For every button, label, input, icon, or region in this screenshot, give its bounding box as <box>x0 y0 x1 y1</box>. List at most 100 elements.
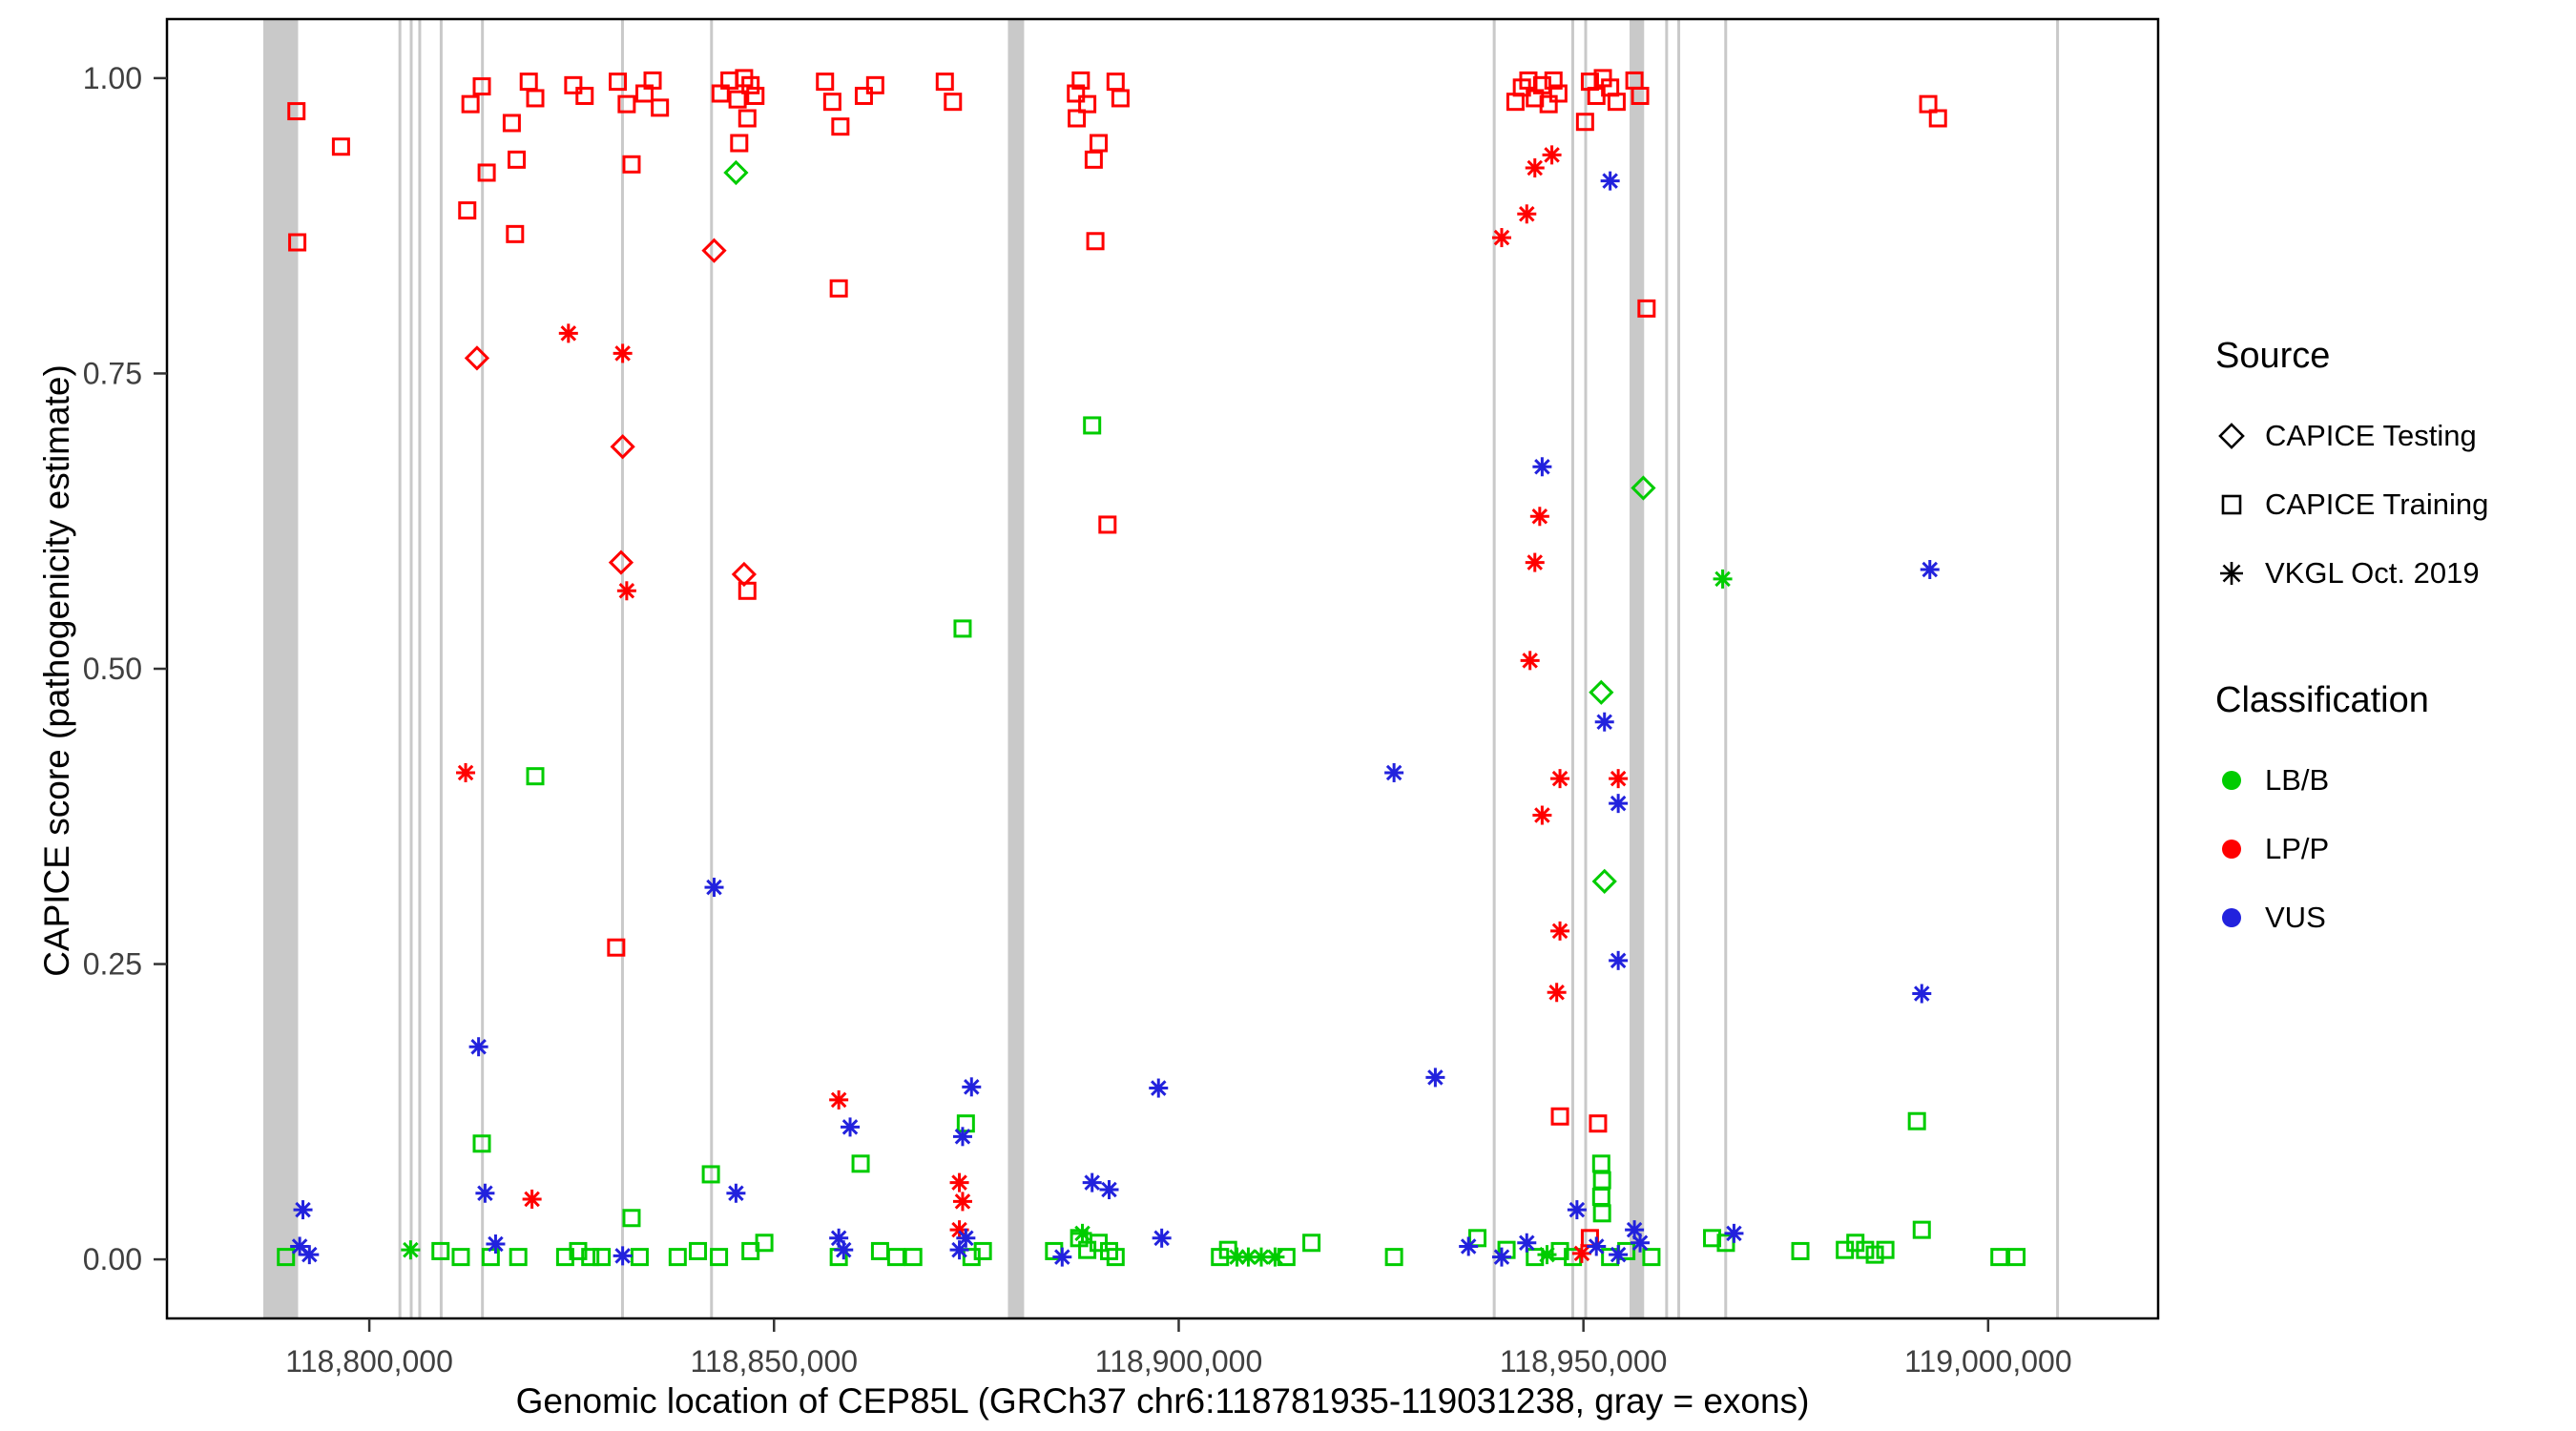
data-point-square <box>737 109 757 128</box>
legend-item-label: LB/B <box>2265 763 2330 797</box>
legend-item-vus: VUS <box>2215 883 2568 952</box>
data-point-square <box>935 73 954 92</box>
data-point-square <box>701 1165 720 1184</box>
vus-dot-icon <box>2215 902 2265 934</box>
data-point-square <box>1591 1154 1610 1173</box>
data-point-square <box>1550 1107 1569 1126</box>
data-point-square <box>746 86 765 105</box>
exon-region <box>620 19 624 1318</box>
data-point-asterisk <box>1425 1068 1445 1088</box>
data-point-square <box>1791 1241 1810 1260</box>
data-point-square <box>1919 94 1938 114</box>
data-point-square <box>1592 1171 1611 1190</box>
data-point-asterisk <box>1724 1223 1744 1243</box>
data-point-square <box>904 1248 923 1267</box>
data-point-diamond <box>608 550 634 575</box>
data-point-asterisk <box>1099 1180 1119 1200</box>
exon-region <box>439 19 443 1318</box>
data-point-asterisk <box>1550 769 1570 789</box>
data-point-square <box>1084 150 1103 169</box>
data-point-square <box>973 1241 992 1260</box>
data-point-square <box>431 1241 450 1260</box>
legend-item-label: VUS <box>2265 901 2326 934</box>
data-point-square <box>509 1248 528 1267</box>
data-point-square <box>1098 515 1117 534</box>
data-point-asterisk <box>558 323 578 343</box>
data-point-square <box>886 1248 905 1267</box>
data-point-asterisk <box>726 1183 746 1203</box>
exon-region <box>1570 19 1574 1318</box>
data-point-asterisk <box>1600 171 1620 191</box>
exon-region <box>2056 19 2060 1318</box>
data-point-square <box>1642 1248 1661 1267</box>
data-point-asterisk <box>1491 1247 1511 1267</box>
data-point-asterisk <box>1520 651 1540 671</box>
data-point-square <box>1526 1248 1545 1267</box>
data-point-square <box>609 73 628 92</box>
data-point-asterisk <box>1567 1200 1587 1220</box>
data-point-square <box>816 73 835 92</box>
data-point-square <box>617 94 636 114</box>
data-point-asterisk <box>1384 762 1404 782</box>
data-point-square <box>461 94 480 114</box>
exon-region <box>1492 19 1496 1318</box>
data-point-asterisk <box>1072 1223 1092 1243</box>
data-point-asterisk <box>616 581 636 601</box>
data-point-square <box>622 155 641 174</box>
data-point-square <box>1071 71 1091 90</box>
data-point-square <box>1703 1229 1722 1248</box>
legend-item-capice-training: CAPICE Training <box>2215 470 2568 539</box>
y-tick-label: 0.00 <box>83 1242 142 1276</box>
data-point-square <box>472 77 491 96</box>
data-point-square <box>1302 1234 1321 1253</box>
exon-region <box>1584 19 1588 1318</box>
data-point-asterisk <box>1631 1233 1651 1253</box>
data-point-asterisk <box>1537 1245 1557 1265</box>
data-point-asterisk <box>1517 1233 1537 1253</box>
lpp-dot-icon <box>2215 833 2265 865</box>
data-point-square <box>1089 134 1108 153</box>
data-point-square <box>288 233 307 252</box>
data-point-asterisk <box>1609 950 1629 970</box>
data-point-square <box>1548 84 1568 103</box>
data-point-asterisk <box>293 1200 313 1220</box>
data-point-asterisk <box>1571 1243 1591 1263</box>
y-tick-label: 1.00 <box>83 61 142 95</box>
data-point-square <box>728 90 747 109</box>
diamond-icon <box>2215 420 2265 452</box>
data-point-asterisk <box>1149 1078 1169 1098</box>
legend-item-lbb: LB/B <box>2215 746 2568 815</box>
data-point-square <box>607 938 626 957</box>
exon-region <box>262 19 299 1318</box>
legend-source-title: Source <box>2215 336 2331 376</box>
data-point-square <box>741 1241 760 1260</box>
data-point-asterisk <box>522 1189 542 1209</box>
data-point-asterisk <box>1052 1247 1072 1267</box>
data-point-square <box>1106 73 1125 92</box>
data-point-square <box>555 1248 574 1267</box>
data-point-asterisk <box>1459 1236 1479 1256</box>
data-point-square <box>1631 86 1650 105</box>
data-point-square <box>689 1241 708 1260</box>
lbb-dot-icon <box>2215 764 2265 797</box>
data-point-asterisk <box>1525 552 1545 572</box>
x-axis-title: Genomic location of CEP85L (GRCh37 chr6:… <box>515 1381 1810 1421</box>
data-point-asterisk <box>300 1245 320 1265</box>
data-point-square <box>944 93 963 112</box>
legend-classification-title: Classification <box>2215 680 2429 720</box>
data-point-asterisk <box>1594 712 1614 732</box>
legend-item-label: VKGL Oct. 2019 <box>2265 556 2480 590</box>
data-point-asterisk <box>952 1192 972 1212</box>
data-point-asterisk <box>952 1127 972 1147</box>
data-point-square <box>865 75 884 94</box>
data-point-asterisk <box>1517 204 1537 224</box>
data-point-asterisk <box>613 1246 633 1266</box>
asterisk-icon <box>2215 557 2265 590</box>
data-point-asterisk <box>962 1077 982 1097</box>
data-point-square <box>1592 1204 1611 1223</box>
data-point-square <box>1106 1248 1125 1267</box>
data-point-asterisk <box>456 762 476 782</box>
data-point-square <box>1078 94 1097 114</box>
data-point-asterisk <box>1529 507 1549 527</box>
